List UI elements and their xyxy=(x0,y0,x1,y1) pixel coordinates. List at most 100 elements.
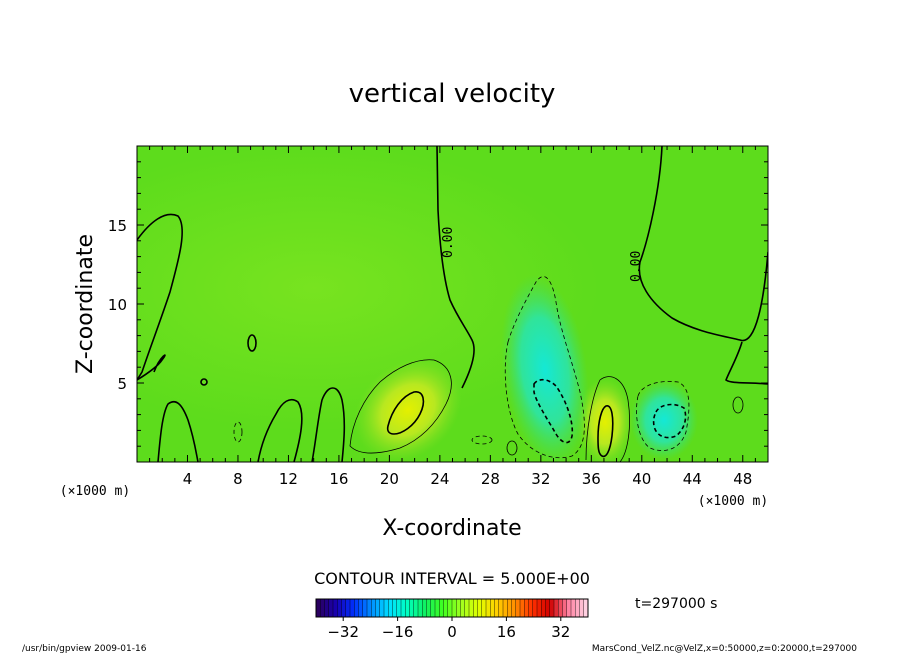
colorbar-cell xyxy=(388,599,393,617)
updraft-shade xyxy=(354,358,462,462)
contour-label: 0.00 xyxy=(629,251,644,282)
colorbar-cell xyxy=(511,599,517,617)
colorbar-cell xyxy=(583,599,589,617)
colorbar-cell xyxy=(520,599,525,617)
colorbar-cell xyxy=(384,599,389,617)
colorbar-cell xyxy=(435,599,440,617)
colorbar-cell xyxy=(409,599,415,617)
footer-right: MarsCond_VelZ.nc@VelZ,x=0:50000,z=0:2000… xyxy=(592,644,857,654)
colorbar-cell xyxy=(554,599,559,617)
chart-title: vertical velocity xyxy=(349,79,556,109)
colorbar-tick-label: −16 xyxy=(382,623,414,641)
downdraft-shade xyxy=(501,274,589,462)
colorbar-cell xyxy=(337,599,342,617)
colorbar-cell xyxy=(320,599,325,617)
colorbar-cell xyxy=(379,599,385,617)
colorbar xyxy=(315,599,589,617)
colorbar-cell xyxy=(498,599,504,617)
colorbar-cell xyxy=(426,599,432,617)
colorbar-cell xyxy=(358,599,364,617)
x-tick-label: 8 xyxy=(233,470,243,488)
colorbar-cell xyxy=(375,599,381,617)
colorbar-ticks: −32 −16 0 16 32 xyxy=(327,617,570,641)
colorbar-cell xyxy=(371,599,376,617)
colorbar-cell xyxy=(528,599,534,617)
colorbar-cell xyxy=(413,599,419,617)
colorbar-cell xyxy=(494,599,500,617)
colorbar-cell xyxy=(316,599,321,617)
colorbar-cell xyxy=(341,599,347,617)
colorbar-cell xyxy=(532,599,538,617)
contour-interval: CONTOUR INTERVAL = 5.000E+00 xyxy=(314,569,590,588)
x-tick-label: 20 xyxy=(380,470,399,488)
colorbar-cell xyxy=(566,599,572,617)
colorbar-cell xyxy=(545,599,551,617)
colorbar-cell xyxy=(362,599,368,617)
colorbar-cell xyxy=(392,599,398,617)
colorbar-cell xyxy=(452,599,457,617)
colorbar-cell xyxy=(515,599,521,617)
colorbar-cell xyxy=(490,599,495,617)
colorbar-tick-label: 0 xyxy=(447,623,457,641)
negative-contours xyxy=(233,276,690,459)
positive-contours xyxy=(349,359,744,462)
colorbar-cell xyxy=(562,599,568,617)
downdraft-shade xyxy=(630,380,698,460)
x-tick-label: 36 xyxy=(582,470,601,488)
colorbar-cell xyxy=(396,599,402,617)
zero-contours xyxy=(137,146,768,462)
x-axis-label: X-coordinate xyxy=(382,516,521,541)
y-tick-label: 5 xyxy=(117,375,127,393)
x-tick-label: 24 xyxy=(430,470,449,488)
y-axis-label: Z-coordinate xyxy=(73,234,98,374)
colorbar-cell xyxy=(324,599,330,617)
colorbar-cell xyxy=(558,599,563,617)
colorbar-tick-label: −32 xyxy=(327,623,359,641)
colorbar-tick-label: 32 xyxy=(551,623,570,641)
plot-area: 0.00 0.00 xyxy=(137,146,768,462)
colorbar-cell xyxy=(541,599,546,617)
colorbar-cell xyxy=(439,599,444,617)
colorbar-tick-label: 16 xyxy=(497,623,516,641)
colorbar-cell xyxy=(579,599,585,617)
colorbar-cell xyxy=(507,599,512,617)
colorbar-cell xyxy=(367,599,372,617)
contour-label: 0.00 xyxy=(441,227,456,258)
colorbar-cell xyxy=(469,599,474,617)
y-tick-label: 10 xyxy=(108,296,127,314)
colorbar-cell xyxy=(549,599,555,617)
colorbar-cell xyxy=(333,599,338,617)
x-axis: 4 8 12 16 20 24 28 32 36 40 44 48 xyxy=(149,146,756,488)
x-unit-right: (×1000 m) xyxy=(698,494,768,509)
colorbar-cell xyxy=(418,599,423,617)
colorbar-cell xyxy=(405,599,410,617)
x-tick-label: 44 xyxy=(683,470,702,488)
colorbar-cell xyxy=(422,599,427,617)
x-tick-label: 28 xyxy=(481,470,500,488)
colorbar-cell xyxy=(354,599,359,617)
colorbar-cell xyxy=(464,599,470,617)
x-tick-label: 48 xyxy=(733,470,752,488)
updraft-shade xyxy=(577,378,633,462)
colorbar-cell xyxy=(537,599,542,617)
colorbar-cell xyxy=(473,599,478,617)
colorbar-cell xyxy=(401,599,406,617)
y-tick-label: 15 xyxy=(108,217,127,235)
colorbar-cell xyxy=(571,599,576,617)
colorbar-cell xyxy=(503,599,508,617)
colorbar-cell xyxy=(443,599,449,617)
colorbar-cell xyxy=(328,599,334,617)
colorbar-cell xyxy=(430,599,436,617)
time-label: t=297000 s xyxy=(635,596,717,612)
x-tick-label: 4 xyxy=(183,470,193,488)
footer-left: /usr/bin/gpview 2009-01-16 xyxy=(22,644,147,654)
colorbar-cell xyxy=(477,599,483,617)
x-tick-label: 40 xyxy=(632,470,651,488)
colorbar-cell xyxy=(350,599,355,617)
colorbar-cell xyxy=(481,599,487,617)
colorbar-cell xyxy=(524,599,529,617)
colorbar-cell xyxy=(456,599,461,617)
colorbar-cell xyxy=(486,599,491,617)
x-tick-label: 12 xyxy=(279,470,298,488)
